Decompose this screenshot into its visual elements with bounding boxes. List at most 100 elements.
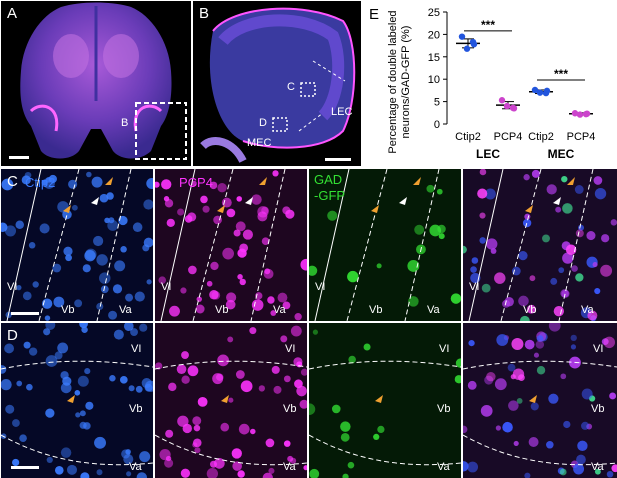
- cell: [213, 458, 225, 469]
- cell: [242, 229, 253, 240]
- series-lec-pcp4: [496, 97, 520, 112]
- layer-boundary: [314, 169, 350, 321]
- cell: [158, 276, 167, 284]
- cell: [294, 379, 303, 389]
- cell: [221, 197, 232, 208]
- cell: [575, 273, 584, 282]
- layer-label-va: Va: [283, 461, 296, 473]
- cell: [108, 217, 115, 224]
- channel-label-ctip2: Ctip2: [25, 175, 56, 190]
- cell: [507, 363, 516, 372]
- orange-arrowhead: [63, 205, 71, 213]
- layer-label-vi: VI: [439, 343, 450, 355]
- cell: [194, 447, 201, 454]
- cell: [100, 285, 109, 294]
- panel-letter-e: E: [369, 6, 380, 23]
- cell: [536, 366, 546, 375]
- cell: [128, 385, 135, 392]
- cell: [216, 373, 224, 381]
- cell: [575, 229, 584, 238]
- cell: [134, 291, 145, 302]
- cell: [524, 339, 535, 350]
- inset-label-b: B: [121, 117, 129, 129]
- cell: [180, 468, 191, 478]
- layer-label-vi: VI: [285, 343, 296, 355]
- cell: [512, 368, 525, 380]
- orange-arrowhead: [67, 395, 75, 403]
- cell: [594, 187, 607, 200]
- cell: [282, 206, 291, 215]
- panel-letter-c: C: [7, 173, 18, 190]
- cell: [22, 291, 32, 301]
- cell: [272, 170, 279, 177]
- panel-d-ctip2: D VI Vb Va: [1, 323, 153, 478]
- cell: [45, 176, 52, 183]
- cell: [373, 433, 380, 441]
- cell: [468, 339, 475, 347]
- cell: [327, 210, 338, 221]
- cell: [98, 272, 111, 284]
- y-axis-label-line2: neurons/GAD-GFP (%): [400, 26, 412, 139]
- layer-boundary: [500, 169, 542, 321]
- cell: [576, 454, 586, 465]
- cell: [74, 390, 81, 396]
- layer-label-va: Va: [119, 304, 132, 316]
- layer-label-vi: VI: [315, 281, 326, 293]
- cell: [210, 261, 219, 271]
- layer-boundary: [463, 434, 617, 466]
- cell: [159, 449, 171, 461]
- cell: [139, 323, 148, 332]
- cell: [342, 473, 349, 478]
- cell: [550, 277, 558, 285]
- scale-bar: [11, 312, 39, 315]
- series-mec-ctip2: [529, 86, 553, 97]
- cell: [113, 329, 124, 340]
- cell: [193, 424, 201, 432]
- data-point: [583, 110, 591, 117]
- panel-e-chart: E Percentage of double labeled neurons/G…: [363, 0, 617, 168]
- cell: [414, 224, 425, 235]
- cell: [54, 465, 64, 475]
- layer-label-vb: Vb: [591, 403, 605, 415]
- cell: [611, 464, 617, 473]
- cell: [60, 447, 72, 458]
- x-tick-label: Ctip2: [455, 131, 481, 143]
- cell: [258, 385, 266, 392]
- cell: [16, 285, 22, 291]
- layer-boundary: [309, 434, 461, 466]
- panel-letter-d: D: [7, 327, 18, 344]
- series-lec-ctip2: [456, 33, 480, 52]
- cell: [504, 297, 514, 307]
- channel-label-gad: GAD: [314, 172, 343, 187]
- cell: [79, 323, 88, 329]
- panel-c-pcp4: PCP4 VI Vb Va: [155, 169, 307, 321]
- cell: [96, 469, 103, 476]
- cell: [143, 237, 153, 248]
- merge-micrograph: [463, 169, 617, 321]
- cell: [200, 195, 208, 204]
- cell: [262, 472, 273, 478]
- cell: [546, 184, 557, 195]
- layer-label-vb: Vb: [369, 304, 383, 316]
- layer-boundary: [155, 360, 307, 370]
- cell: [257, 211, 268, 222]
- cell: [603, 336, 616, 349]
- cell: [348, 355, 356, 364]
- cell: [197, 396, 208, 407]
- cell: [24, 171, 32, 179]
- cell: [283, 375, 291, 383]
- cell: [531, 169, 540, 178]
- cell: [526, 304, 536, 314]
- layer-boundary: [160, 169, 196, 321]
- panel-letter-b: B: [199, 5, 210, 22]
- cell: [94, 436, 107, 449]
- cell: [182, 423, 192, 434]
- cell: [123, 323, 134, 332]
- cell: [237, 470, 245, 478]
- cell: [63, 246, 73, 256]
- layer-boundary: [346, 169, 388, 321]
- cell: [222, 247, 235, 260]
- scale-bar: [11, 466, 39, 469]
- cell: [450, 293, 461, 304]
- cell: [226, 292, 237, 303]
